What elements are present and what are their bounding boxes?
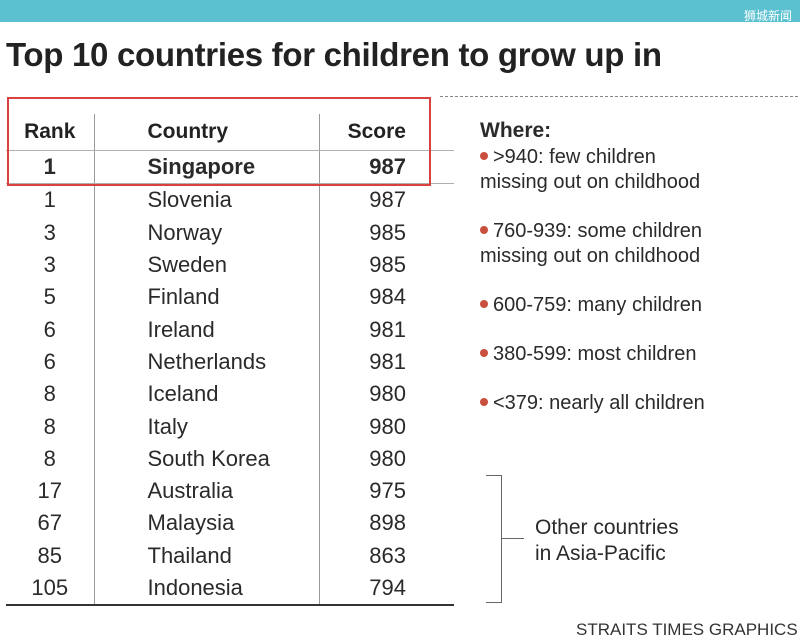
top-banner: 狮城新闻 [0, 0, 800, 23]
table-row: 6 Netherlands 981 [6, 345, 454, 379]
table-row: 1 Slovenia 987 [6, 183, 454, 217]
country-cell: Ireland [94, 313, 320, 346]
country-cell: Norway [94, 216, 320, 249]
bullet-dot-icon [480, 151, 488, 160]
rank-cell: 67 [6, 507, 95, 540]
country-cell: Netherlands [94, 345, 320, 379]
bullet-dot-icon [480, 397, 488, 406]
country-cell: Slovenia [94, 183, 320, 217]
table-header-row: Rank Country Score [6, 114, 454, 151]
score-cell: 980 [369, 381, 406, 407]
other-countries-line2: in Asia-Pacific [535, 542, 666, 565]
rank-header: Rank [6, 114, 95, 151]
score-cell: 987 [319, 150, 454, 185]
legend-items: >940: few children missing out on childho… [480, 145, 790, 416]
legend-item-text: >940: few children [493, 146, 656, 168]
rank-cell: 3 [6, 248, 95, 282]
country-cell: Iceland [94, 378, 320, 411]
rank-cell: 5 [6, 281, 95, 314]
bullet-dot-icon [480, 299, 488, 308]
country-cell: Finland [94, 281, 320, 314]
table-row: 105 Indonesia 794 [6, 571, 454, 607]
score-cell: 984 [369, 284, 406, 310]
legend-item-line1: 380-599: most children [480, 342, 790, 367]
score-cell: 981 [369, 316, 406, 342]
table-body: 1 Singapore 987 1 Slovenia 987 3 Norway 985 3 Swed… [6, 150, 454, 607]
score-legend: Where: >940: few children missing out on … [480, 118, 790, 440]
score-cell: 980 [369, 413, 406, 439]
rank-cell: 105 [6, 571, 95, 607]
rank-cell: 6 [6, 313, 95, 346]
country-cell: South Korea [94, 442, 320, 475]
country-cell: Malaysia [94, 507, 320, 540]
score-cell: 975 [369, 478, 406, 504]
country-header: Country [94, 114, 320, 151]
rank-cell: 85 [6, 539, 95, 572]
legend-item-text: 600-759: many children [493, 294, 703, 316]
legend-item-text: <379: nearly all children [493, 392, 705, 414]
rank-cell: 17 [6, 474, 95, 508]
score-cell: 980 [369, 445, 406, 471]
score-cell: 985 [369, 252, 406, 278]
watermark: 狮城新闻 [743, 9, 792, 23]
table-row: 3 Sweden 985 [6, 248, 454, 282]
table-row: 3 Norway 985 [6, 216, 454, 249]
score-cell: 863 [369, 542, 406, 568]
country-cell: Singapore [94, 150, 320, 185]
legend-item: >940: few children missing out on childho… [480, 145, 790, 195]
legend-item: <379: nearly all children [480, 391, 790, 416]
score-cell: 898 [369, 510, 406, 536]
legend-item-line2: missing out on childhood [480, 171, 701, 193]
country-cell: Thailand [94, 539, 320, 572]
table-row: 6 Ireland 981 [6, 313, 454, 346]
legend-item: 760-939: some children missing out on chi… [480, 219, 790, 269]
score-cell: 987 [369, 187, 406, 213]
rank-cell: 8 [6, 442, 95, 475]
rank-cell: 8 [6, 378, 95, 411]
rank-cell: 1 [6, 183, 95, 217]
table-row: 1 Singapore 987 [6, 150, 454, 185]
ranking-table: Rank Country Score 1 Singapore 987 1 Sloveni… [6, 114, 454, 607]
table-row: 5 Finland 984 [6, 281, 454, 314]
country-cell: Indonesia [94, 571, 320, 607]
country-cell: Sweden [94, 248, 320, 282]
page-title: Top 10 countries for children to grow up… [6, 36, 662, 73]
country-cell: Italy [94, 410, 320, 443]
rank-cell: 1 [6, 150, 95, 185]
legend-item-text: 760-939: some children [493, 220, 703, 242]
rank-cell: 6 [6, 345, 95, 379]
rank-cell: 3 [6, 216, 95, 249]
legend-item-line1: 600-759: many children [480, 293, 790, 318]
legend-item: 600-759: many children [480, 293, 790, 318]
table-row: 8 Italy 980 [6, 410, 454, 443]
bullet-dot-icon [480, 348, 488, 357]
dashed-divider [440, 96, 798, 97]
legend-title: Where: [480, 119, 552, 142]
bullet-dot-icon [480, 225, 488, 234]
score-header: Score [319, 114, 454, 151]
table-row: 85 Thailand 863 [6, 539, 454, 572]
legend-item-line1: >940: few children [480, 145, 790, 170]
rank-cell: 8 [6, 410, 95, 443]
table-row: 67 Malaysia 898 [6, 507, 454, 540]
legend-item: 380-599: most children [480, 342, 790, 367]
table-row: 8 Iceland 980 [6, 378, 454, 411]
country-cell: Australia [94, 474, 320, 508]
other-countries-line1: Other countries [535, 516, 679, 539]
score-cell: 981 [369, 348, 406, 374]
other-countries-label: Other countries in Asia-Pacific [535, 515, 679, 567]
score-cell: 985 [369, 219, 406, 245]
legend-item-line1: 760-939: some children [480, 219, 790, 244]
legend-item-line2: missing out on childhood [480, 245, 701, 267]
asia-pacific-bracket [486, 475, 502, 603]
bracket-tick [502, 538, 524, 539]
credit-text: STRAITS TIMES GRAPHICS [576, 620, 798, 639]
table-row: 8 South Korea 980 [6, 442, 454, 475]
legend-item-line1: <379: nearly all children [480, 391, 790, 416]
legend-item-text: 380-599: most children [493, 343, 697, 365]
score-cell: 794 [319, 571, 454, 607]
table-row: 17 Australia 975 [6, 474, 454, 508]
